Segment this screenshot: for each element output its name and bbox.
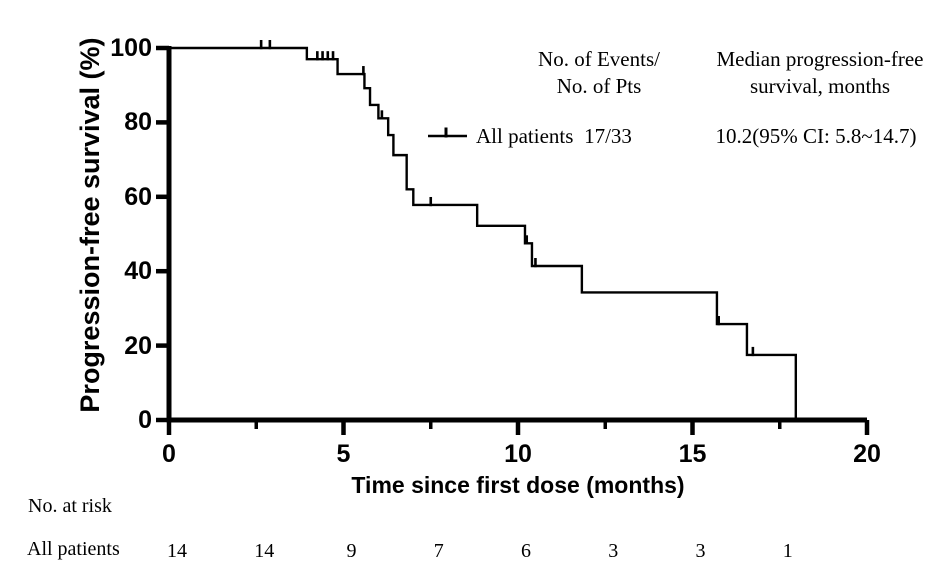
at-risk-count: 1 <box>782 540 793 562</box>
legend-header-events-line1: No. of Events/ <box>538 47 660 71</box>
x-tick-labels: 0 5 10 15 20 <box>0 440 931 470</box>
at-risk-counts: 14 14 9 7 6 3 3 1 <box>0 538 931 566</box>
at-risk-count: 14 <box>254 540 275 562</box>
y-axis-title: Progression-free survival (%) <box>75 37 105 413</box>
legend-header-median-line1: Median progression-free <box>716 47 924 71</box>
at-risk-count: 6 <box>521 540 531 562</box>
x-tick-label: 15 <box>678 440 707 468</box>
y-tick-label: 40 <box>124 257 152 286</box>
y-tick-label: 80 <box>124 108 152 137</box>
x-tick-label: 10 <box>504 440 532 468</box>
x-axis-title: Time since first dose (months) <box>351 472 685 498</box>
x-tick-label: 0 <box>162 440 176 468</box>
legend-series-label: All patients <box>476 124 574 148</box>
x-tick-label: 5 <box>336 440 351 468</box>
y-tick-label: 0 <box>138 406 152 434</box>
y-tick-label: 60 <box>124 182 152 211</box>
at-risk-title: No. at risk <box>28 495 112 517</box>
x-tick-label: 20 <box>853 440 881 468</box>
at-risk-row-label: All patients <box>27 538 120 560</box>
legend-median-value: 10.2(95% CI: 5.8~14.7) <box>715 124 917 148</box>
legend-header-events: No. of Events/ No. of Pts <box>510 46 688 100</box>
legend-header-median: Median progression-free survival, months <box>706 46 931 100</box>
at-risk-count: 14 <box>167 540 187 562</box>
y-tick-label: 100 <box>110 34 152 62</box>
y-tick-label: 20 <box>124 331 152 360</box>
legend-key-icon <box>428 127 467 138</box>
km-curve <box>169 46 798 420</box>
legend-header-events-line2: No. of Pts <box>556 74 642 98</box>
at-risk-count: 3 <box>608 540 619 562</box>
legend-header-median-line2: survival, months <box>750 74 890 98</box>
legend-events-value: 17/33 <box>584 124 632 148</box>
at-risk-count: 9 <box>346 540 357 562</box>
at-risk-count: 3 <box>695 540 706 562</box>
at-risk-count: 7 <box>433 540 444 562</box>
